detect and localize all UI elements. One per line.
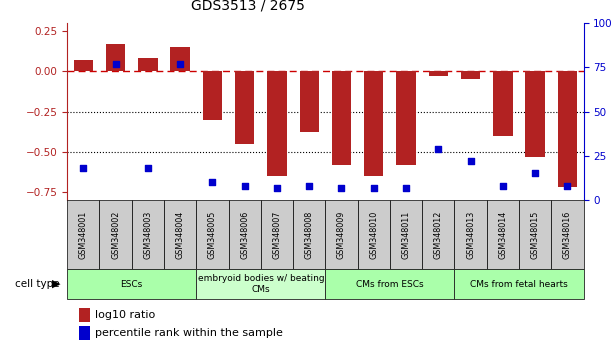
Point — [272, 185, 282, 190]
Bar — [487, 200, 519, 269]
Bar — [455, 200, 487, 269]
Text: GSM348007: GSM348007 — [273, 210, 282, 259]
Bar — [100, 200, 132, 269]
Bar — [558, 71, 577, 187]
Bar — [106, 44, 125, 71]
Point — [466, 158, 475, 164]
Bar — [299, 71, 319, 132]
Point — [304, 183, 314, 189]
Text: GSM348001: GSM348001 — [79, 210, 88, 259]
Text: GDS3513 / 2675: GDS3513 / 2675 — [191, 0, 305, 12]
Bar — [397, 71, 415, 165]
Point — [433, 146, 443, 152]
Text: log10 ratio: log10 ratio — [95, 310, 156, 320]
Bar — [261, 200, 293, 269]
Point — [240, 183, 249, 189]
Text: percentile rank within the sample: percentile rank within the sample — [95, 328, 283, 338]
Bar — [196, 269, 325, 299]
Bar — [235, 71, 254, 144]
Point — [208, 179, 218, 185]
Text: GSM348006: GSM348006 — [240, 210, 249, 259]
Bar — [229, 200, 261, 269]
Bar — [422, 200, 455, 269]
Bar — [461, 71, 480, 79]
Point — [369, 185, 379, 190]
Point — [175, 61, 185, 67]
Text: GSM348010: GSM348010 — [369, 210, 378, 259]
Text: CMs from fetal hearts: CMs from fetal hearts — [470, 280, 568, 289]
Text: GSM348004: GSM348004 — [175, 210, 185, 259]
Bar — [164, 200, 196, 269]
Bar — [132, 200, 164, 269]
Text: GSM348005: GSM348005 — [208, 210, 217, 259]
Bar — [519, 200, 551, 269]
Bar — [170, 47, 190, 71]
Text: GSM348016: GSM348016 — [563, 210, 572, 259]
Text: cell type: cell type — [15, 279, 60, 289]
Point — [78, 165, 88, 171]
Bar — [493, 71, 513, 136]
Point — [111, 61, 120, 67]
Text: GSM348009: GSM348009 — [337, 210, 346, 259]
Point — [563, 183, 573, 189]
Text: GSM348014: GSM348014 — [499, 210, 507, 259]
Text: GSM348012: GSM348012 — [434, 210, 443, 259]
Bar — [74, 60, 93, 71]
Text: GSM348013: GSM348013 — [466, 210, 475, 259]
Bar — [67, 269, 196, 299]
Bar — [428, 71, 448, 76]
Point — [530, 171, 540, 176]
Bar — [357, 200, 390, 269]
Text: embryoid bodies w/ beating
CMs: embryoid bodies w/ beating CMs — [197, 274, 324, 294]
Bar — [67, 200, 100, 269]
Text: ▶: ▶ — [52, 279, 60, 289]
Bar — [332, 71, 351, 165]
Text: CMs from ESCs: CMs from ESCs — [356, 280, 423, 289]
Point — [401, 185, 411, 190]
Bar — [364, 71, 384, 176]
Text: GSM348015: GSM348015 — [530, 210, 540, 259]
Bar — [525, 71, 545, 156]
Bar — [325, 200, 357, 269]
Bar — [455, 269, 584, 299]
Text: GSM348011: GSM348011 — [401, 210, 411, 259]
Text: ESCs: ESCs — [120, 280, 143, 289]
Bar — [390, 200, 422, 269]
Bar — [203, 71, 222, 120]
Bar — [325, 269, 455, 299]
Text: GSM348002: GSM348002 — [111, 210, 120, 259]
Bar — [551, 200, 584, 269]
Text: GSM348008: GSM348008 — [305, 210, 313, 259]
Point — [337, 185, 346, 190]
Bar — [293, 200, 325, 269]
Point — [143, 165, 153, 171]
Bar — [267, 71, 287, 176]
Bar — [196, 200, 229, 269]
Bar — [138, 58, 158, 71]
Point — [498, 183, 508, 189]
Text: GSM348003: GSM348003 — [144, 210, 152, 259]
